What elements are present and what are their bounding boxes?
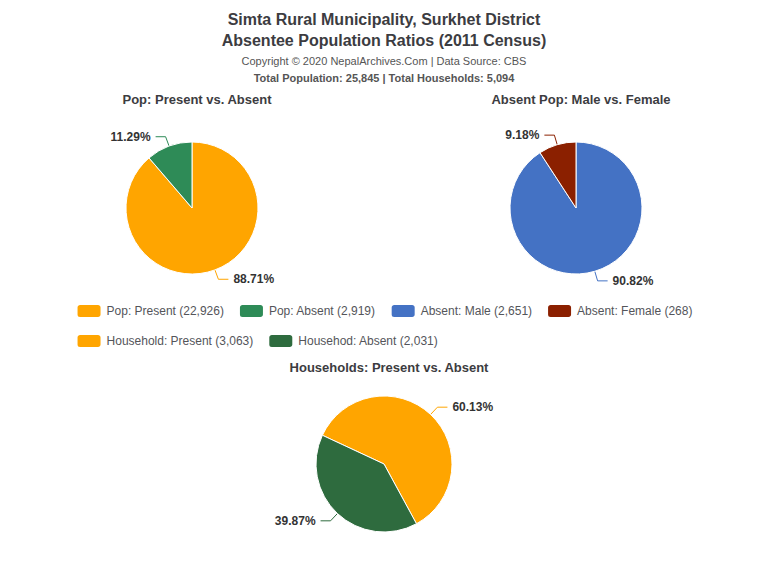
- svg-text:88.71%: 88.71%: [233, 272, 274, 286]
- svg-text:Absent: Female (268): Absent: Female (268): [577, 304, 692, 318]
- svg-text:Total Population: 25,845 | Tot: Total Population: 25,845 | Total Househo…: [254, 72, 515, 84]
- svg-text:60.13%: 60.13%: [452, 400, 493, 414]
- svg-text:Absent: Male (2,651): Absent: Male (2,651): [421, 304, 532, 318]
- svg-text:Copyright © 2020 NepalArchives: Copyright © 2020 NepalArchives.Com | Dat…: [242, 55, 527, 67]
- svg-text:Pop: Present (22,926): Pop: Present (22,926): [107, 304, 224, 318]
- svg-text:Simta Rural Municipality, Surk: Simta Rural Municipality, Surkhet Distri…: [228, 11, 541, 28]
- svg-text:Absentee Population Ratios (20: Absentee Population Ratios (2011 Census): [222, 32, 547, 49]
- svg-text:Pop: Present vs. Absent: Pop: Present vs. Absent: [122, 92, 272, 107]
- svg-text:9.18%: 9.18%: [505, 128, 539, 142]
- svg-text:Househod: Absent (2,031): Househod: Absent (2,031): [298, 334, 437, 348]
- svg-text:Household: Present (3,063): Household: Present (3,063): [107, 334, 254, 348]
- svg-text:39.87%: 39.87%: [275, 514, 316, 528]
- svg-text:Pop: Absent (2,919): Pop: Absent (2,919): [269, 304, 375, 318]
- svg-text:90.82%: 90.82%: [613, 274, 654, 288]
- svg-text:Absent Pop: Male vs. Female: Absent Pop: Male vs. Female: [491, 92, 670, 107]
- svg-text:Households: Present vs. Absent: Households: Present vs. Absent: [290, 360, 490, 375]
- svg-text:11.29%: 11.29%: [111, 130, 151, 144]
